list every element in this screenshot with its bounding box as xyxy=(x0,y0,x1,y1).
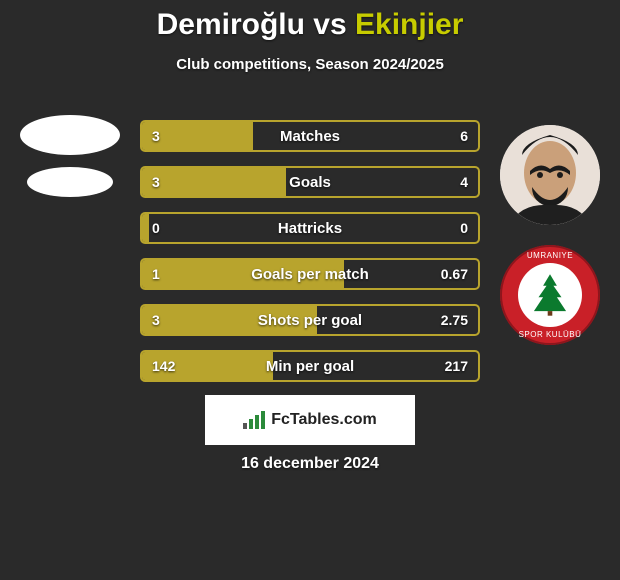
brand-text: FcTables.com xyxy=(271,411,377,429)
player2-avatar xyxy=(500,125,600,225)
tree-icon xyxy=(527,272,573,318)
stat-row: 36Matches xyxy=(140,120,480,152)
player2-name: Ekinjier xyxy=(355,8,463,41)
stat-right-value: 4 xyxy=(450,168,478,196)
stat-left-value: 1 xyxy=(142,260,170,288)
stat-bar-fill xyxy=(142,260,344,288)
stat-row: 32.75Shots per goal xyxy=(140,304,480,336)
player1-club-placeholder xyxy=(27,167,113,197)
right-avatar-column: UMRANIYE SPOR KULÜBÜ xyxy=(500,125,610,345)
comparison-bars: 36Matches34Goals00Hattricks10.67Goals pe… xyxy=(140,120,480,396)
brand-badge: FcTables.com xyxy=(205,395,415,445)
stat-left-value: 3 xyxy=(142,122,170,150)
stat-left-value: 3 xyxy=(142,306,170,334)
stat-right-value: 0.67 xyxy=(431,260,478,288)
stat-right-value: 217 xyxy=(435,352,478,380)
badge-top-text: UMRANIYE xyxy=(500,251,600,260)
brand-chart-icon xyxy=(243,411,265,429)
stat-left-value: 142 xyxy=(142,352,185,380)
stat-right-value: 0 xyxy=(450,214,478,242)
stat-right-value: 6 xyxy=(450,122,478,150)
stat-left-value: 3 xyxy=(142,168,170,196)
stat-label: Hattricks xyxy=(142,214,478,242)
face-icon xyxy=(500,125,600,225)
page-title: Demiroğlu vs Ekinjier xyxy=(0,0,620,42)
badge-inner xyxy=(518,263,582,327)
badge-bottom-text: SPOR KULÜBÜ xyxy=(500,330,600,339)
date-text: 16 december 2024 xyxy=(0,455,620,473)
stat-left-value: 0 xyxy=(142,214,170,242)
stat-row: 142217Min per goal xyxy=(140,350,480,382)
stat-row: 34Goals xyxy=(140,166,480,198)
left-avatar-column xyxy=(10,115,130,209)
player1-avatar-placeholder xyxy=(20,115,120,155)
stat-row: 10.67Goals per match xyxy=(140,258,480,290)
player2-club-badge: UMRANIYE SPOR KULÜBÜ xyxy=(500,245,600,345)
stat-row: 0 0Hattricks xyxy=(140,212,480,244)
comparison-card: Demiroğlu vs Ekinjier Club competitions,… xyxy=(0,0,620,580)
player1-name: Demiroğlu xyxy=(157,8,305,41)
subtitle: Club competitions, Season 2024/2025 xyxy=(0,56,620,73)
vs-text: vs xyxy=(313,8,346,41)
stat-right-value: 2.75 xyxy=(431,306,478,334)
